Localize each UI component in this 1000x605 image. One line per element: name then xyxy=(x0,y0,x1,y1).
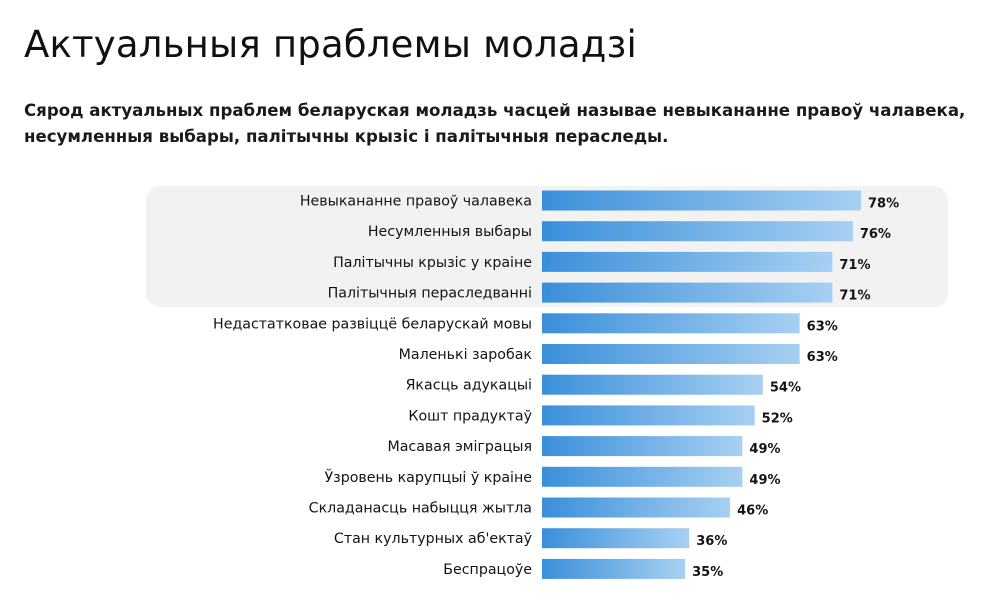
bar xyxy=(542,221,853,242)
category-label: Несумленныя выбары xyxy=(368,224,532,240)
value-label: 78% xyxy=(868,197,899,212)
value-label: 54% xyxy=(770,381,801,396)
bar xyxy=(542,313,800,334)
category-label: Недастатковае развіццё беларускай мовы xyxy=(213,316,532,332)
value-label: 46% xyxy=(737,504,768,519)
highlight-background xyxy=(146,186,948,307)
value-label: 49% xyxy=(749,473,780,488)
bar xyxy=(542,528,690,549)
bar xyxy=(542,190,862,211)
category-label: Палітычныя пераследванні xyxy=(328,286,532,302)
bar xyxy=(542,497,731,518)
bar xyxy=(542,251,833,272)
bar xyxy=(542,344,800,364)
value-label: 71% xyxy=(839,258,870,273)
category-label: Кошт прадуктаў xyxy=(408,408,532,424)
category-label: Якасць адукацыі xyxy=(406,378,532,394)
value-label: 52% xyxy=(762,411,793,426)
bar xyxy=(542,405,755,426)
value-label: 63% xyxy=(807,350,838,365)
category-label: Невыкананне правоў чалавека xyxy=(300,194,532,210)
value-label: 36% xyxy=(696,534,727,549)
value-label: 76% xyxy=(860,227,891,242)
bar xyxy=(542,558,686,579)
value-label: 35% xyxy=(692,565,723,580)
value-label: 71% xyxy=(839,289,870,304)
chart-title: Актуальныя праблемы моладзі xyxy=(24,23,637,66)
category-label: Маленькі заробак xyxy=(399,347,533,363)
value-label: 49% xyxy=(749,442,780,457)
bar xyxy=(542,466,743,487)
category-label: Беспрацоўе xyxy=(443,562,532,578)
category-label: Масавая эміграцыя xyxy=(387,439,532,455)
chart-subtitle: Сярод актуальных праблем беларуская мола… xyxy=(24,101,966,146)
category-label: Складанасць набыцця жытла xyxy=(309,501,532,517)
bar xyxy=(542,374,763,395)
bar xyxy=(542,282,833,303)
category-label: Стан культурных аб'ектаў xyxy=(334,531,532,547)
value-label: 63% xyxy=(807,319,838,334)
category-label: Палітычны крызіс у краіне xyxy=(333,255,532,271)
bar xyxy=(542,436,743,457)
category-label: Ўзровень карупцыі ў краіне xyxy=(325,468,533,486)
